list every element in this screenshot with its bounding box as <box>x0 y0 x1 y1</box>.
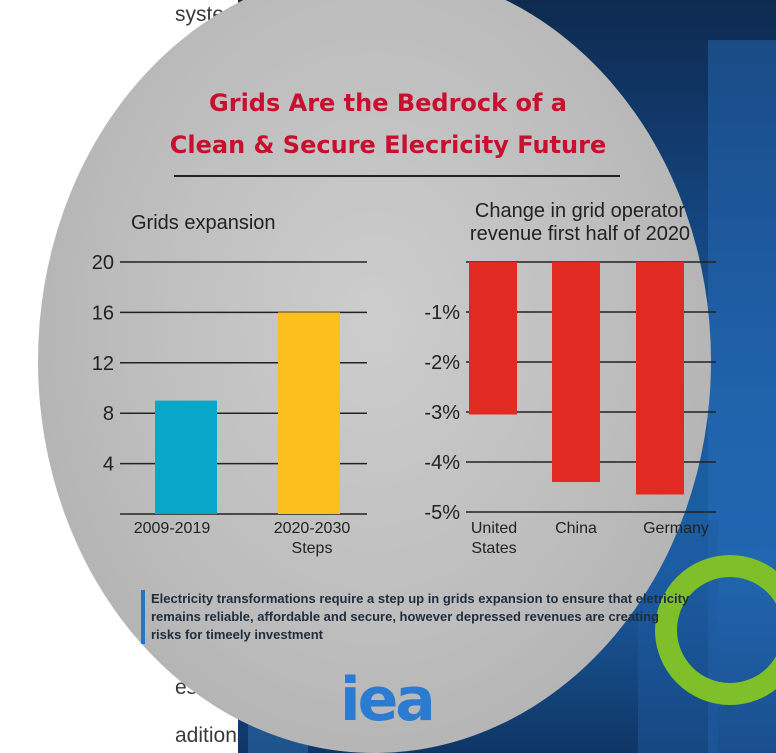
chart-2-x-tick-label: States <box>471 540 516 557</box>
iea-logo: iea <box>340 665 436 735</box>
caption-text: Electricity transformations require a st… <box>141 590 691 644</box>
chart-2-y-tick-label: -1% <box>424 302 460 324</box>
chart-1-y-tick-label: 8 <box>103 403 114 425</box>
chart-2-x-tick-label: China <box>555 520 597 537</box>
chart-2-bar <box>469 262 517 415</box>
chart-2-x-tick-label: Germany <box>643 520 709 537</box>
chart-2-title: Change in grid operator revenue first ha… <box>440 200 720 246</box>
chart-1-y-tick-label: 12 <box>92 353 114 375</box>
article-line: aditional <box>175 724 254 747</box>
chart-2-bar <box>636 262 684 495</box>
chart-1-x-tick-label: 2020-2030 <box>274 520 351 537</box>
chart-1-y-tick-label: 4 <box>103 454 114 476</box>
infographic-title-line-2: Clean & Secure Elecricity Future <box>169 131 607 159</box>
chart-2-title-line: Change in grid operator <box>474 200 686 222</box>
chart-2-title-line: revenue first half of 2020 <box>469 223 691 245</box>
chart-1-bar <box>278 312 340 514</box>
infographic-title-line-1: Grids Are the Bedrock of a <box>209 89 567 117</box>
title-divider <box>174 175 620 177</box>
chart-2-y-tick-label: -3% <box>424 402 460 424</box>
chart-2-y-tick-label: -4% <box>424 452 460 474</box>
chart-2-bar <box>552 262 600 482</box>
chart-1-x-tick-label: Steps <box>292 540 333 557</box>
chart-2-y-tick-label: -2% <box>424 352 460 374</box>
chart-2-y-tick-label: -5% <box>424 502 460 524</box>
chart-1-y-tick-label: 20 <box>92 252 114 274</box>
chart-2-x-tick-label: United <box>471 520 517 537</box>
chart-1-x-tick-label: 2009-2019 <box>134 520 211 537</box>
chart-1-y-tick-label: 16 <box>92 302 114 324</box>
chart-1-bar <box>155 400 217 514</box>
chart-1-title: Grids expansion <box>131 212 276 234</box>
